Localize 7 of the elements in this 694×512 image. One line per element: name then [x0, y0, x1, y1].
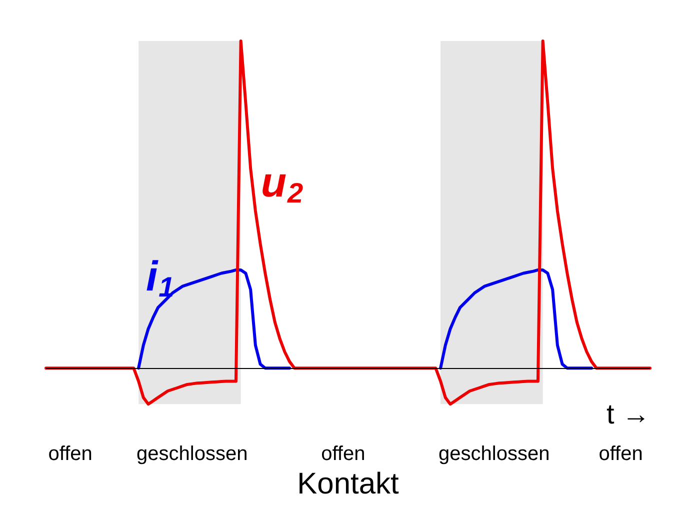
annotation: t → — [606, 398, 650, 430]
x-axis-title: Kontakt — [297, 468, 400, 500]
x-tick-label: offen — [598, 443, 643, 466]
x-tick-label: offen — [321, 443, 366, 466]
x-tick-label: geschlossen — [438, 443, 550, 466]
x-tick-label: offen — [48, 443, 92, 466]
x-tick-label: geschlossen — [136, 443, 248, 466]
